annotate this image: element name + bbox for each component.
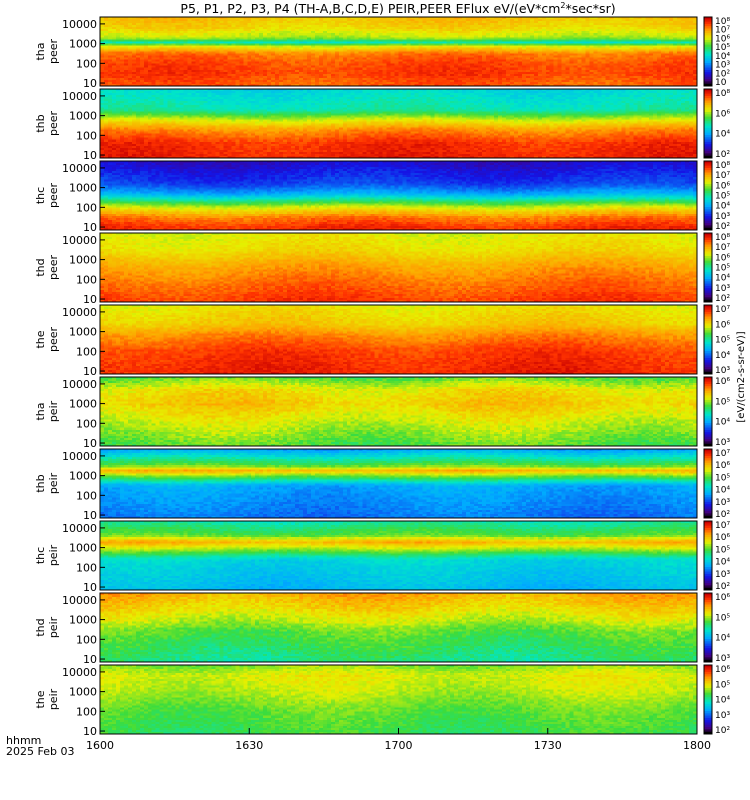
spectrogram-cells [100,17,697,86]
chart-title: P5, P1, P2, P3, P4 (TH-A,B,C,D,E) PEIR,P… [180,1,615,16]
